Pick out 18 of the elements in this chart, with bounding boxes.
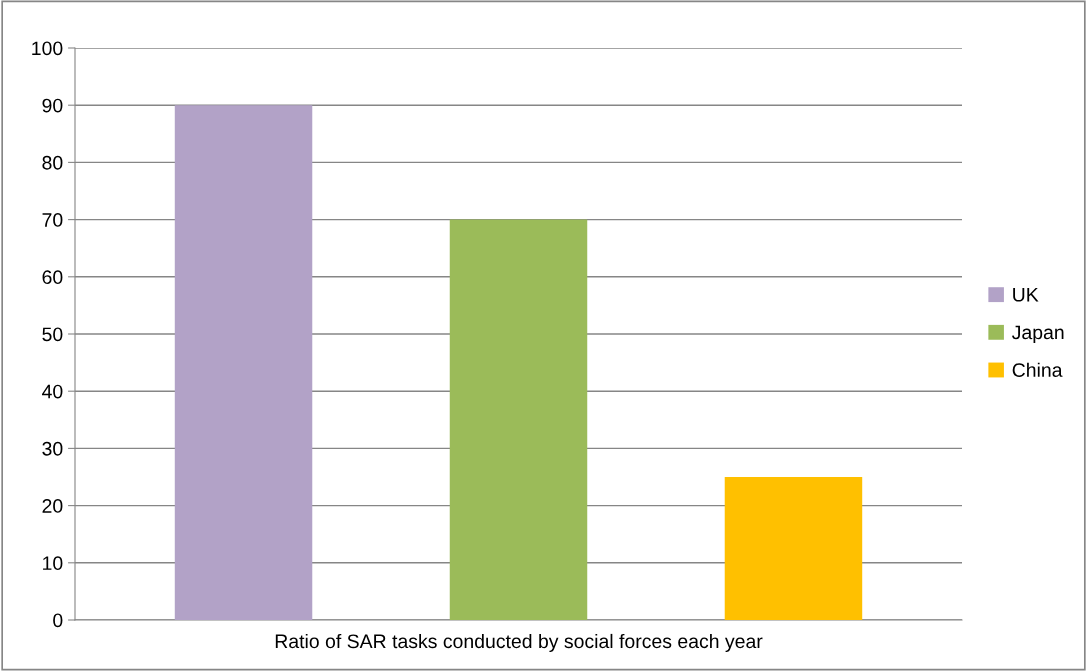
legend-label: Japan: [1012, 325, 1064, 344]
y-tick-label: 20: [42, 499, 63, 513]
y-tick-label: 60: [42, 270, 63, 285]
y-tick-label: 30: [42, 441, 63, 456]
bar: [174, 105, 313, 620]
x-tick-label: Ratio of SAR tasks conducted by social forces each year: [275, 633, 763, 653]
y-tick-label: 80: [42, 155, 63, 170]
legend-label: UK: [1013, 288, 1039, 302]
y-tick-label: 100: [32, 41, 63, 56]
y-tick-label: 10: [43, 556, 63, 571]
y-tick-label: 90: [42, 98, 63, 113]
y-tick-label: 50: [42, 327, 63, 342]
legend-label: China: [1012, 362, 1063, 377]
bar: [449, 219, 588, 620]
y-tick-label: 40: [42, 384, 63, 399]
y-tick-label: 0: [53, 613, 63, 628]
y-tick-label: 70: [42, 213, 63, 227]
bar: [724, 477, 863, 620]
